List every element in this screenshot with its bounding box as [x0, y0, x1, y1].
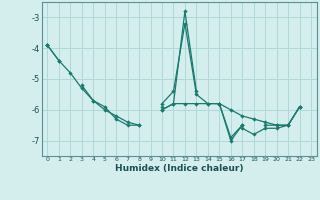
X-axis label: Humidex (Indice chaleur): Humidex (Indice chaleur) [115, 164, 244, 173]
